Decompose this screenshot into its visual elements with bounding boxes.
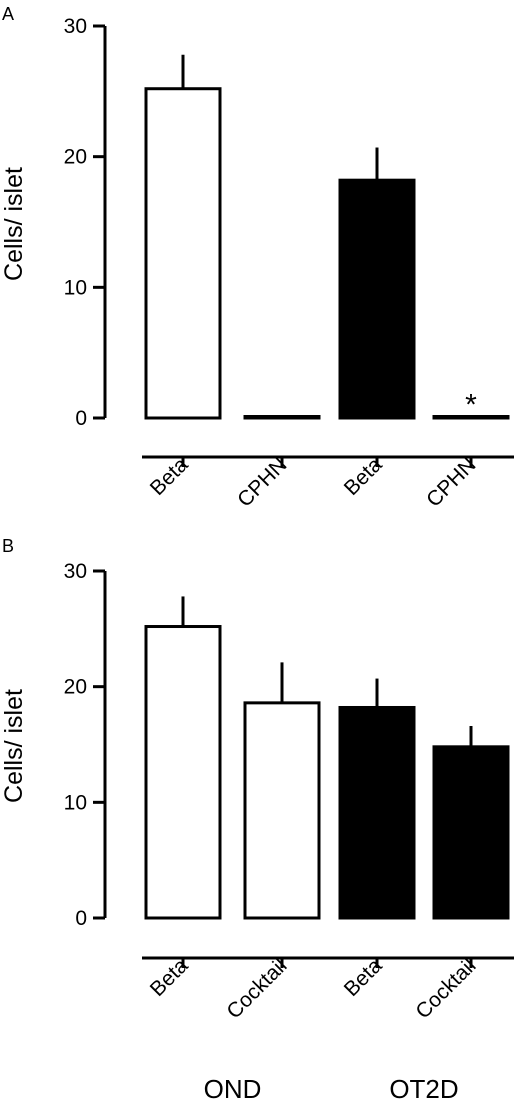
panel-b: B Cells/ islet 0 10 20 30 Beta Cocktail Beta Co… bbox=[0, 536, 514, 1104]
panel-a-category-label: Beta bbox=[340, 453, 387, 500]
panel-a-y-tick-label: 20 bbox=[64, 146, 87, 169]
panel-a-bar bbox=[144, 87, 222, 420]
panel-a-y-tick-label: 0 bbox=[75, 407, 87, 430]
panel-b-y-tick-label: 20 bbox=[64, 676, 87, 699]
panel-b-category-label: Cocktail bbox=[411, 954, 480, 1023]
panel-a-category-label: CPHN bbox=[233, 453, 291, 511]
panel-a-significance-star: * bbox=[465, 389, 477, 422]
panel-b-category-label: Beta bbox=[146, 954, 193, 1001]
panel-a-y-tick-label: 30 bbox=[64, 15, 87, 38]
panel-a-y-axis-label: Cells/ islet bbox=[0, 167, 28, 281]
panel-b-group-label: OND bbox=[204, 1074, 262, 1104]
panel-a: A Cells/ islet 0 10 20 30 * Beta CPHN Beta CPHN bbox=[0, 4, 514, 512]
panel-b-bar bbox=[243, 701, 321, 920]
panel-b-bar bbox=[338, 705, 416, 920]
panel-b-letter: B bbox=[2, 536, 14, 556]
panel-a-bar bbox=[243, 415, 321, 420]
panel-b-y-axis-label: Cells/ islet bbox=[0, 689, 28, 803]
panel-b-category-label: Cocktail bbox=[222, 954, 291, 1023]
panel-b-y-tick-label: 0 bbox=[75, 907, 87, 930]
panel-b-y-tick-label: 30 bbox=[64, 560, 87, 583]
panel-a-category-label: CPHN bbox=[422, 453, 480, 511]
panel-a-bar bbox=[338, 178, 416, 420]
panel-b-bar bbox=[144, 625, 222, 920]
panel-a-bar bbox=[432, 415, 510, 420]
panel-b-category-label: Beta bbox=[340, 954, 387, 1001]
panel-b-y-tick-label: 10 bbox=[64, 791, 87, 814]
panel-b-group-label: OT2D bbox=[389, 1074, 458, 1104]
panel-a-letter: A bbox=[2, 4, 14, 24]
panel-a-y-tick-label: 10 bbox=[64, 276, 87, 299]
panel-b-bar bbox=[432, 745, 510, 920]
panel-a-category-label: Beta bbox=[146, 453, 193, 500]
